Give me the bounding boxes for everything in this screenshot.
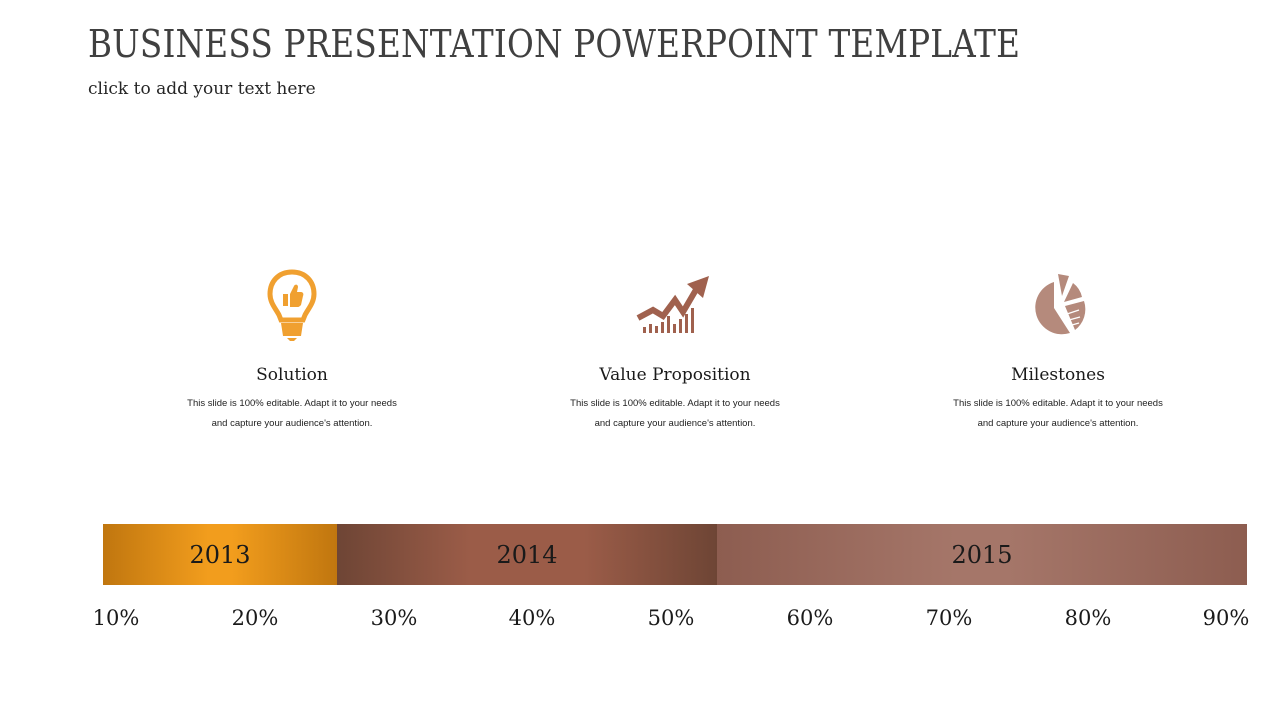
value-proposition-card: Value Proposition This slide is 100% edi… xyxy=(545,265,805,434)
card-description-line: and capture your audience's attention. xyxy=(977,418,1139,429)
scale-label: 30% xyxy=(370,606,418,630)
card-heading: Solution xyxy=(256,365,328,385)
scale-label: 70% xyxy=(925,606,973,630)
card-description: This slide is 100% editable. Adapt it to… xyxy=(162,394,422,434)
slide-subtitle[interactable]: click to add your text here xyxy=(88,79,316,99)
scale-label: 90% xyxy=(1202,606,1250,630)
card-description-line: This slide is 100% editable. Adapt it to… xyxy=(570,398,780,409)
card-description-line: and capture your audience's attention. xyxy=(594,418,756,429)
scale-label: 40% xyxy=(508,606,556,630)
pie-chart-icon xyxy=(928,265,1188,345)
scale-label: 20% xyxy=(231,606,279,630)
solution-card: Solution This slide is 100% editable. Ad… xyxy=(162,265,422,434)
card-description: This slide is 100% editable. Adapt it to… xyxy=(545,394,805,434)
scale-label: 80% xyxy=(1064,606,1112,630)
scale-label: 50% xyxy=(647,606,695,630)
timeline-segment-2013: 2013 xyxy=(103,524,337,585)
card-description-line: and capture your audience's attention. xyxy=(211,418,373,429)
scale-label: 10% xyxy=(92,606,140,630)
card-heading: Milestones xyxy=(1011,365,1105,385)
card-description-line: This slide is 100% editable. Adapt it to… xyxy=(187,398,397,409)
timeline-segment-2014: 2014 xyxy=(337,524,717,585)
card-description: This slide is 100% editable. Adapt it to… xyxy=(928,394,1188,434)
scale-label: 60% xyxy=(786,606,834,630)
lightbulb-thumbs-up-icon xyxy=(162,265,422,345)
card-description-line: This slide is 100% editable. Adapt it to… xyxy=(953,398,1163,409)
milestones-card: Milestones This slide is 100% editable. … xyxy=(928,265,1188,434)
timeline-segment-2015: 2015 xyxy=(717,524,1247,585)
slide-title: BUSINESS PRESENTATION POWERPOINT TEMPLAT… xyxy=(88,22,1021,66)
card-heading: Value Proposition xyxy=(599,365,751,385)
growth-chart-arrow-icon xyxy=(545,265,805,345)
